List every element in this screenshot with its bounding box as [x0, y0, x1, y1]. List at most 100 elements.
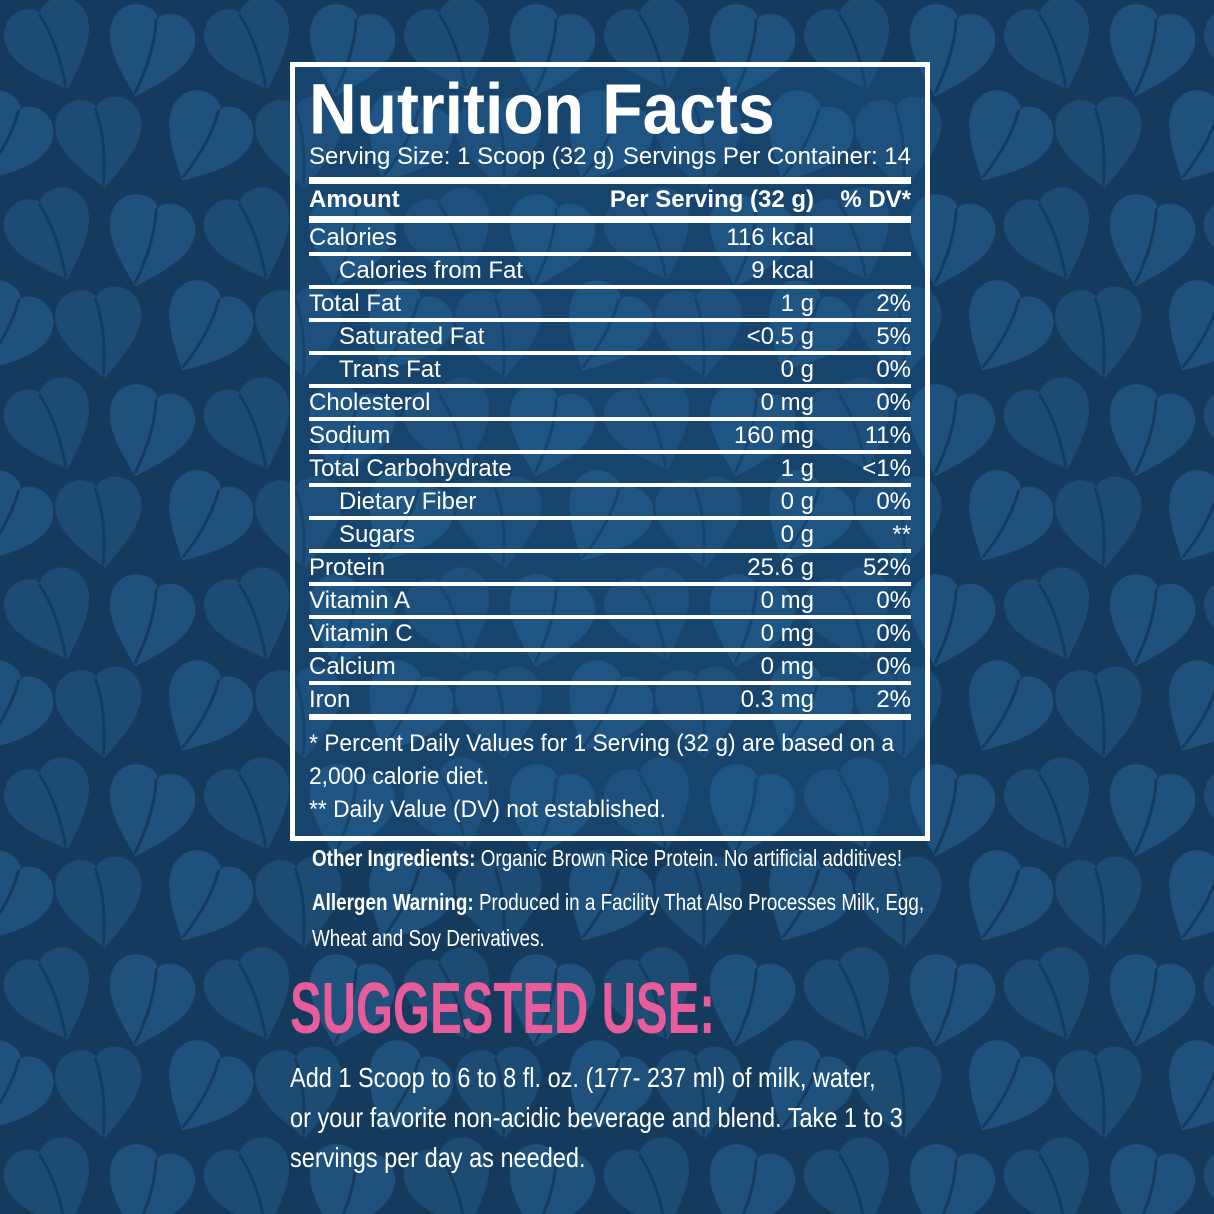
serving-info-row: Serving Size: 1 Scoop (32 g) Servings Pe… — [309, 143, 911, 171]
nutrient-value: 0 mg — [760, 652, 814, 680]
nutrient-row-calories: Calories 116 kcal — [309, 223, 911, 252]
nutrient-value: 1 g — [780, 289, 814, 317]
separator-bar — [309, 450, 911, 454]
separator-bar — [309, 351, 911, 355]
nutrient-value: 0.3 mg — [740, 685, 814, 713]
nutrient-row-vitamin-a: Vitamin A 0 mg 0% — [309, 586, 911, 615]
separator-bar — [309, 648, 911, 652]
separator-bar — [309, 516, 911, 520]
nutrient-value: <0.5 g — [746, 322, 814, 350]
nutrient-value: 0 g — [780, 355, 814, 383]
nutrient-name: Cholesterol — [309, 388, 431, 416]
header-per-serving: Per Serving (32 g) — [609, 186, 814, 213]
nutrient-dv: 0% — [876, 355, 911, 383]
allergen-warning-label: Allergen Warning: — [312, 889, 474, 915]
header-amount: Amount — [309, 186, 400, 213]
nutrient-value: 0 mg — [760, 586, 814, 614]
other-ingredients-text: Organic Brown Rice Protein. No artificia… — [480, 845, 903, 871]
nutrient-dv: 0% — [876, 586, 911, 614]
suggested-use-line: Add 1 Scoop to 6 to 8 fl. oz. (177- 237 … — [290, 1062, 876, 1093]
nutrient-row-trans-fat: Trans Fat 0 g 0% — [309, 355, 911, 384]
nutrient-row-cholesterol: Cholesterol 0 mg 0% — [309, 388, 911, 417]
nutrient-name: Iron — [309, 685, 351, 713]
nutrient-dv: 0% — [876, 487, 911, 515]
nutrient-name: Sugars — [339, 520, 416, 548]
separator-bar — [309, 216, 911, 223]
suggested-use-line: servings per day as needed. — [290, 1142, 586, 1173]
separator-bar — [309, 549, 911, 553]
nutrient-name: Total Fat — [309, 289, 402, 317]
nutrient-name: Protein — [309, 553, 386, 581]
nutrient-value: 0 g — [780, 487, 814, 515]
nutrient-row-vitamin-c: Vitamin C 0 mg 0% — [309, 619, 911, 648]
footnote-dv-not-established: ** Daily Value (DV) not established. — [309, 796, 666, 823]
details-block: Other Ingredients: Organic Brown Rice Pr… — [312, 840, 952, 964]
nutrient-name: Sodium — [309, 421, 391, 449]
nutrient-value: 25.6 g — [747, 553, 814, 581]
nutrient-row-calories-from-fat: Calories from Fat 9 kcal — [309, 256, 911, 285]
other-ingredients-line: Other Ingredients: Organic Brown Rice Pr… — [312, 840, 952, 876]
separator-bar — [309, 252, 911, 256]
separator-bar — [309, 483, 911, 487]
table-header-row: Amount Per Serving (32 g) % DV* — [309, 184, 911, 216]
separator-bar — [309, 615, 911, 619]
nutrient-dv: 52% — [862, 553, 911, 581]
nutrient-name: Calories — [309, 223, 398, 251]
nutrient-row-sugars: Sugars 0 g ** — [309, 520, 911, 549]
separator-bar — [309, 714, 911, 720]
nutrient-dv: ** — [892, 520, 911, 548]
separator-bar — [309, 285, 911, 289]
nutrient-dv: 5% — [876, 322, 911, 350]
servings-per-container: Servings Per Container: 14 — [622, 143, 911, 170]
nutrient-dv: 0% — [876, 619, 911, 647]
nutrient-name: Calories from Fat — [339, 256, 524, 284]
allergen-warning-text: Produced in a Facility That Also Process… — [312, 889, 925, 951]
nutrient-dv: 0% — [876, 652, 911, 680]
allergen-warning-line: Allergen Warning: Produced in a Facility… — [312, 884, 952, 956]
nutrient-row-calcium: Calcium 0 mg 0% — [309, 652, 911, 681]
nutrient-row-total-carbohydrate: Total Carbohydrate 1 g <1% — [309, 454, 911, 483]
nutrient-value: 1 g — [780, 454, 814, 482]
nutrient-dv: <1% — [862, 454, 911, 482]
serving-size: Serving Size: 1 Scoop (32 g) — [309, 143, 615, 170]
nutrient-value: 9 kcal — [751, 256, 814, 284]
separator-bar — [309, 318, 911, 322]
separator-bar — [309, 681, 911, 685]
suggested-use-line: or your favorite non-acidic beverage and… — [290, 1102, 903, 1133]
nutrient-row-dietary-fiber: Dietary Fiber 0 g 0% — [309, 487, 911, 516]
nutrient-dv: 0% — [876, 388, 911, 416]
nutrient-name: Dietary Fiber — [339, 487, 477, 515]
nutrient-rows: Calories 116 kcal Calories from Fat 9 kcal T… — [309, 223, 911, 720]
nutrient-dv: 11% — [864, 421, 911, 449]
nutrition-facts-panel: Nutrition Facts Serving Size: 1 Scoop (3… — [290, 62, 930, 841]
nutrient-dv: 2% — [876, 289, 911, 317]
other-ingredients-label: Other Ingredients: — [312, 845, 476, 871]
nutrient-row-saturated-fat: Saturated Fat <0.5 g 5% — [309, 322, 911, 351]
nutrient-value: 116 kcal — [726, 223, 814, 251]
footnote-daily-values: * Percent Daily Values for 1 Serving (32… — [309, 730, 895, 790]
nutrient-row-sodium: Sodium 160 mg 11% — [309, 421, 911, 450]
nutrient-row-iron: Iron 0.3 mg 2% — [309, 685, 911, 714]
suggested-use-body: Add 1 Scoop to 6 to 8 fl. oz. (177- 237 … — [290, 1058, 1020, 1178]
nutrition-facts-title: Nutrition Facts — [309, 68, 775, 149]
separator-bar — [309, 417, 911, 421]
suggested-use-section: SUGGESTED USE: Add 1 Scoop to 6 to 8 fl.… — [290, 969, 1020, 1178]
separator-bar — [309, 384, 911, 388]
nutrient-name: Total Carbohydrate — [309, 454, 512, 482]
nutrient-name: Calcium — [309, 652, 396, 680]
nutrient-value: 0 mg — [760, 619, 814, 647]
nutrient-dv: 2% — [876, 685, 911, 713]
nutrient-row-total-fat: Total Fat 1 g 2% — [309, 289, 911, 318]
header-dv: % DV* — [840, 186, 911, 213]
nutrient-value: 160 mg — [733, 421, 814, 449]
footnotes: * Percent Daily Values for 1 Serving (32… — [309, 727, 909, 826]
nutrient-name: Trans Fat — [339, 355, 441, 383]
nutrient-value: 0 mg — [760, 388, 814, 416]
nutrient-name: Vitamin C — [309, 619, 413, 647]
suggested-use-heading: SUGGESTED USE: — [290, 969, 716, 1049]
nutrient-name: Vitamin A — [309, 586, 410, 614]
separator-bar — [309, 582, 911, 586]
nutrient-row-protein: Protein 25.6 g 52% — [309, 553, 911, 582]
nutrient-value: 0 g — [780, 520, 814, 548]
